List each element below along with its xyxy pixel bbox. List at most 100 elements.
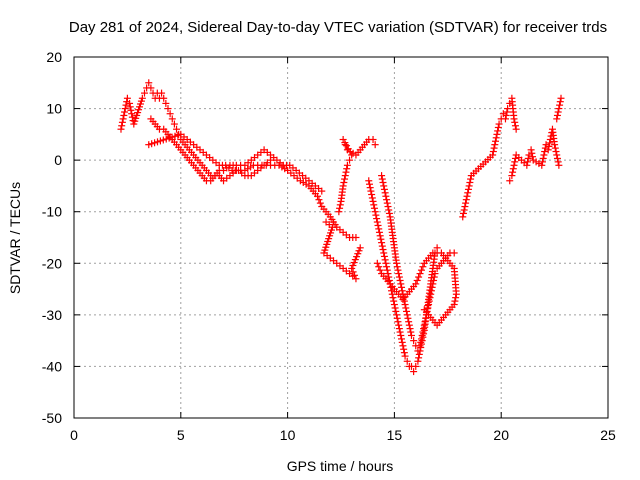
data-point-marker xyxy=(349,268,357,276)
data-point-marker xyxy=(173,125,181,133)
data-point-marker xyxy=(452,290,460,298)
data-point-marker xyxy=(127,106,135,114)
data-point-marker xyxy=(427,290,435,298)
data-point-marker xyxy=(336,201,344,209)
data-point-marker xyxy=(395,321,403,329)
data-point-marker xyxy=(450,249,458,257)
data-point-marker xyxy=(365,177,373,185)
data-point-marker xyxy=(529,153,537,161)
data-point-marker xyxy=(385,276,393,284)
data-point-marker xyxy=(350,259,358,267)
data-point-marker xyxy=(417,335,425,343)
data-point-marker xyxy=(339,182,347,190)
data-point-marker xyxy=(349,261,357,269)
data-point-marker xyxy=(316,199,324,207)
data-point-marker xyxy=(380,182,388,190)
y-tick-label: -50 xyxy=(42,410,62,426)
y-tick-label: -40 xyxy=(42,358,62,374)
data-point-marker xyxy=(553,151,561,159)
data-point-marker xyxy=(382,192,390,200)
chart-title: Day 281 of 2024, Sidereal Day-to-day VTE… xyxy=(69,19,607,36)
data-point-marker xyxy=(147,84,155,92)
data-point-marker xyxy=(491,141,499,149)
data-point-marker xyxy=(461,203,469,211)
data-point-marker xyxy=(394,318,402,326)
data-point-marker xyxy=(378,175,386,183)
data-point-marker xyxy=(170,120,178,128)
data-point-marker xyxy=(459,213,467,221)
data-point-marker xyxy=(346,156,354,164)
data-point-marker xyxy=(527,146,535,154)
data-point-marker xyxy=(545,142,553,150)
data-point-marker xyxy=(375,263,383,271)
data-point-marker xyxy=(396,328,404,336)
data-point-marker xyxy=(369,136,377,144)
data-point-marker xyxy=(393,259,401,267)
data-point-marker xyxy=(339,136,347,144)
data-point-marker xyxy=(121,105,129,113)
data-point-marker xyxy=(556,98,564,106)
data-point-marker xyxy=(493,130,501,138)
data-point-marker xyxy=(554,108,562,116)
data-point-marker xyxy=(373,259,381,267)
y-tick-label: -30 xyxy=(42,307,62,323)
data-point-marker xyxy=(511,118,519,126)
data-point-marker xyxy=(341,172,349,180)
data-point-marker xyxy=(417,266,425,274)
data-point-marker xyxy=(123,94,131,102)
data-point-marker xyxy=(502,111,510,119)
data-point-marker xyxy=(546,139,554,147)
data-point-marker xyxy=(398,338,406,346)
data-points xyxy=(117,79,565,376)
data-point-marker xyxy=(379,178,387,186)
data-point-marker xyxy=(415,273,423,281)
data-point-marker xyxy=(524,158,532,166)
data-point-marker xyxy=(380,249,388,257)
data-point-marker xyxy=(400,349,408,357)
data-point-marker xyxy=(451,297,459,305)
axis-ticks: 0 5 10 15 20 25 -50 -40 -30 -20 -10 0 10 20 xyxy=(42,49,616,443)
data-point-marker xyxy=(464,189,472,197)
data-point-marker xyxy=(371,141,379,149)
data-point-marker xyxy=(492,137,500,145)
data-point-marker xyxy=(405,318,413,326)
data-point-marker xyxy=(378,172,386,180)
data-point-marker xyxy=(462,196,470,204)
data-point-marker xyxy=(495,120,503,128)
data-point-marker xyxy=(379,246,387,254)
data-point-marker xyxy=(509,168,517,176)
data-point-marker xyxy=(397,280,405,288)
data-point-marker xyxy=(410,337,418,345)
y-tick-label: 20 xyxy=(46,49,62,65)
data-point-marker xyxy=(510,161,518,169)
data-point-marker xyxy=(510,115,518,123)
data-point-marker xyxy=(528,149,536,157)
data-point-marker xyxy=(390,301,398,309)
data-point-marker xyxy=(556,101,564,109)
data-point-marker xyxy=(414,357,422,365)
data-point-marker xyxy=(396,276,404,284)
x-tick-label: 15 xyxy=(387,427,403,443)
data-point-marker xyxy=(117,125,125,133)
data-point-marker xyxy=(140,89,148,97)
data-point-marker xyxy=(391,304,399,312)
data-point-marker xyxy=(120,111,128,119)
data-point-marker xyxy=(494,123,502,131)
data-point-marker xyxy=(380,185,388,193)
x-tick-label: 5 xyxy=(177,427,185,443)
data-point-marker xyxy=(376,232,384,240)
data-point-marker xyxy=(452,294,460,302)
data-point-marker xyxy=(490,144,498,152)
data-point-marker xyxy=(553,111,561,119)
data-point-marker xyxy=(398,283,406,291)
plot-frame xyxy=(73,56,609,419)
data-point-marker xyxy=(356,244,364,252)
data-point-marker xyxy=(430,273,438,281)
data-point-marker xyxy=(400,345,408,353)
data-point-marker xyxy=(343,161,351,169)
data-point-marker xyxy=(343,165,351,173)
x-tick-label: 0 xyxy=(70,427,78,443)
data-point-marker xyxy=(415,350,423,358)
data-point-marker xyxy=(392,307,400,315)
y-tick-label: 10 xyxy=(46,101,62,117)
